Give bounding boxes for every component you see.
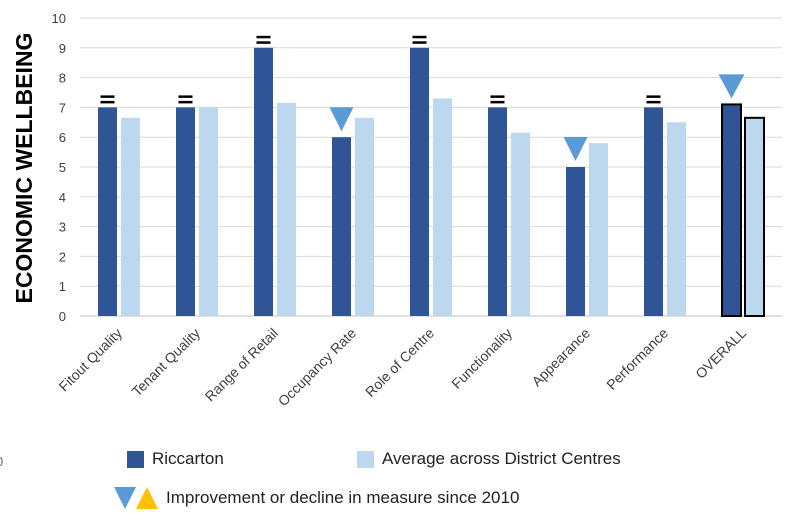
bar-riccarton — [644, 107, 663, 317]
bar-average — [355, 117, 374, 316]
bar-riccarton — [410, 47, 429, 317]
bar-riccarton — [254, 47, 273, 317]
category-label: Appearance — [528, 325, 593, 390]
y-tick-labels: 0 1 2 3 4 5 6 7 8 9 10 — [52, 11, 66, 324]
legend-swatch-average — [357, 450, 374, 468]
bar-average — [121, 117, 140, 316]
bar-average — [199, 107, 218, 317]
bar-average — [277, 102, 296, 317]
bar-average — [589, 143, 608, 316]
equal-marker-bar — [178, 100, 193, 104]
decline-triangle-icon — [329, 107, 354, 132]
y-tick-label: 4 — [59, 190, 66, 205]
equal-marker — [100, 95, 115, 104]
equal-marker-bar — [178, 95, 193, 98]
equal-marker-bar — [490, 100, 505, 104]
category-label: Range of Retail — [202, 325, 282, 405]
bar-average — [433, 98, 452, 317]
bar-average — [744, 116, 765, 317]
legend-label-average: Average across District Centres — [382, 449, 621, 468]
legend-swatch-riccarton — [127, 450, 144, 468]
category-label: Fitout Quality — [55, 325, 125, 395]
bar-riccarton — [176, 107, 195, 317]
y-tick-label: 8 — [59, 71, 66, 86]
legend-change-note: Improvement or decline in measure since … — [114, 485, 519, 511]
equal-marker-bar — [646, 100, 661, 104]
equal-marker-bar — [256, 35, 271, 39]
bar-riccarton — [332, 137, 351, 316]
category-label: Occupancy Rate — [275, 325, 360, 410]
bars — [98, 47, 765, 317]
bar-average — [667, 122, 686, 316]
equal-marker — [646, 95, 661, 104]
equal-marker — [412, 35, 427, 44]
category-label: Functionality — [448, 325, 515, 392]
y-tick-label: 3 — [59, 220, 66, 235]
equal-marker-bar — [100, 100, 115, 104]
equal-marker-bar — [412, 41, 427, 44]
decline-triangle-icon — [563, 137, 588, 161]
y-tick-label: 9 — [59, 41, 66, 56]
bar-riccarton — [721, 103, 742, 317]
y-tick-label: 6 — [59, 130, 66, 145]
legend-label-riccarton: Riccarton — [152, 449, 224, 468]
equal-marker-bar — [490, 95, 505, 98]
legend-label-change: Improvement or decline in measure since … — [166, 488, 520, 507]
bar-riccarton — [566, 167, 585, 316]
y-tick-label: 5 — [59, 160, 66, 175]
decline-improvement-icon — [114, 487, 158, 509]
category-label: Role of Centre — [362, 325, 437, 400]
equal-marker-bar — [412, 35, 427, 39]
equal-marker-bar — [100, 95, 115, 98]
category-label: Performance — [603, 325, 671, 393]
category-label: OVERALL — [692, 325, 749, 382]
y-tick-label: 1 — [59, 279, 66, 294]
decline-triangle-icon — [718, 74, 745, 99]
y-tick-label: 2 — [59, 249, 66, 264]
legend-riccarton: Riccarton — [127, 449, 224, 469]
equal-marker — [256, 35, 271, 44]
category-label: Tenant Quality — [129, 325, 204, 400]
y-tick-label: 0 — [59, 309, 66, 324]
change-markers — [100, 35, 745, 161]
bar-riccarton — [98, 107, 117, 317]
equal-marker — [178, 95, 193, 104]
gridlines — [80, 17, 782, 317]
equal-marker-bar — [256, 41, 271, 44]
y-axis-label: ECONOMIC WELLBEING — [11, 33, 37, 304]
equal-marker-bar — [646, 95, 661, 98]
bar-average — [511, 132, 530, 316]
legend-average: Average across District Centres — [357, 449, 621, 469]
y-tick-label: 10 — [52, 11, 66, 26]
stray-zero: 0 — [0, 454, 3, 469]
y-tick-label: 7 — [59, 100, 66, 115]
bar-riccarton — [488, 107, 507, 317]
equal-marker — [490, 95, 505, 104]
